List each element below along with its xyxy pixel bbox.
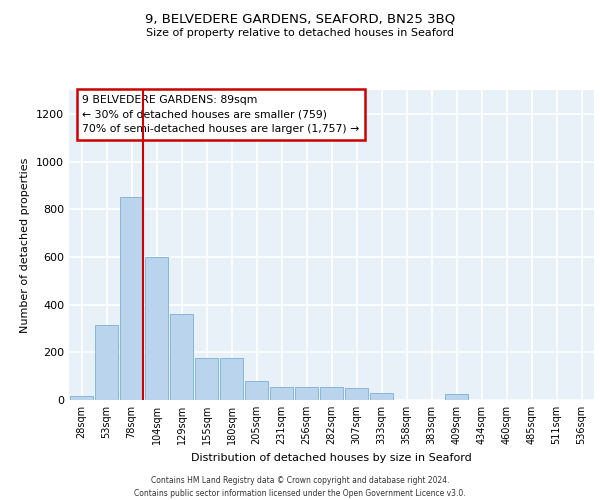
Bar bbox=[295, 387, 318, 400]
Text: 9 BELVEDERE GARDENS: 89sqm
← 30% of detached houses are smaller (759)
70% of sem: 9 BELVEDERE GARDENS: 89sqm ← 30% of deta… bbox=[82, 94, 359, 134]
Bar bbox=[95, 325, 118, 400]
Bar bbox=[345, 388, 368, 400]
Bar bbox=[170, 314, 193, 400]
Bar bbox=[145, 257, 168, 400]
X-axis label: Distribution of detached houses by size in Seaford: Distribution of detached houses by size … bbox=[191, 452, 472, 462]
Bar bbox=[120, 198, 143, 400]
Y-axis label: Number of detached properties: Number of detached properties bbox=[20, 158, 31, 332]
Bar bbox=[370, 394, 393, 400]
Text: Contains HM Land Registry data © Crown copyright and database right 2024.
Contai: Contains HM Land Registry data © Crown c… bbox=[134, 476, 466, 498]
Bar bbox=[245, 382, 268, 400]
Bar bbox=[70, 396, 93, 400]
Text: Size of property relative to detached houses in Seaford: Size of property relative to detached ho… bbox=[146, 28, 454, 38]
Bar bbox=[270, 387, 293, 400]
Bar bbox=[195, 358, 218, 400]
Bar bbox=[445, 394, 468, 400]
Bar bbox=[220, 358, 243, 400]
Text: 9, BELVEDERE GARDENS, SEAFORD, BN25 3BQ: 9, BELVEDERE GARDENS, SEAFORD, BN25 3BQ bbox=[145, 12, 455, 26]
Bar bbox=[320, 387, 343, 400]
